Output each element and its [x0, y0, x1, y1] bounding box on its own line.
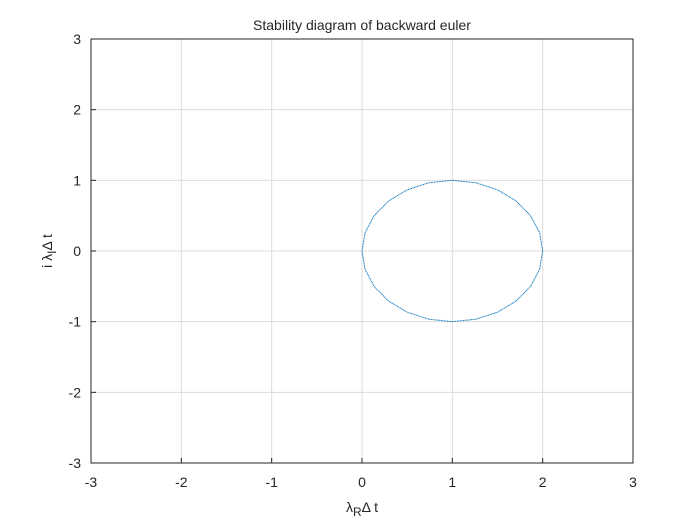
- y-tick-label: 3: [73, 31, 81, 47]
- x-tick-label: 0: [358, 474, 366, 490]
- plot-frame: [90, 38, 634, 464]
- y-label-subscript: I: [45, 251, 59, 254]
- y-tick-label: 0: [73, 243, 81, 259]
- y-tick-label: 2: [73, 102, 81, 118]
- x-tick-label: -2: [175, 474, 188, 490]
- x-tick-label: 1: [448, 474, 456, 490]
- y-axis-label: i λIΔ t: [39, 234, 59, 268]
- chart-title: Stability diagram of backward euler: [253, 17, 471, 33]
- x-tick-label: -3: [85, 474, 98, 490]
- x-axis-label: λRΔ t: [346, 499, 378, 519]
- y-tick-label: -3: [69, 455, 82, 471]
- x-tick-label: 3: [629, 474, 637, 490]
- x-label-subscript: R: [353, 505, 362, 519]
- x-label-part: λ: [346, 499, 353, 515]
- x-tick-label: 2: [539, 474, 547, 490]
- y-tick-label: -2: [69, 384, 82, 400]
- y-label-part: i λ: [39, 254, 55, 268]
- data-line: [361, 179, 544, 323]
- x-tick-label: -1: [265, 474, 278, 490]
- y-label-part: Δ t: [39, 234, 55, 250]
- y-tick-label: 1: [73, 172, 81, 188]
- y-tick-label: -1: [69, 314, 82, 330]
- x-label-part: Δ t: [362, 499, 378, 515]
